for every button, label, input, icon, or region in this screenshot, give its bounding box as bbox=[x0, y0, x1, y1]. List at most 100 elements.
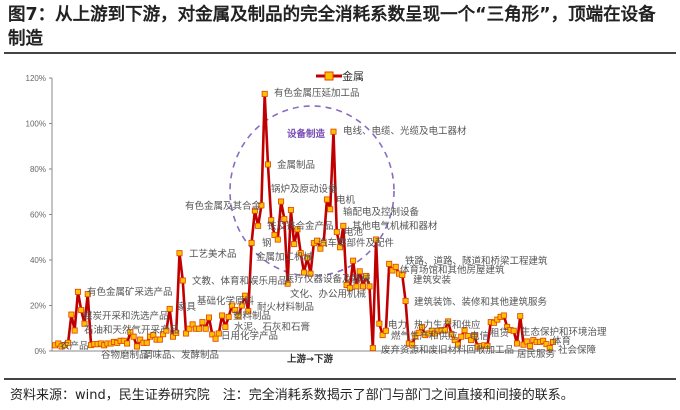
data-point bbox=[386, 260, 393, 267]
annotation-label: 热力生产和供应 bbox=[414, 320, 481, 331]
data-point bbox=[363, 272, 370, 279]
data-point bbox=[127, 329, 134, 336]
data-point bbox=[130, 333, 137, 340]
annotation-label: 基础化学原料 bbox=[197, 296, 255, 307]
data-point bbox=[271, 231, 278, 238]
annotation-label: 有色金属及其合金 bbox=[185, 201, 262, 212]
annotation-label: 调味品、发酵制品 bbox=[143, 350, 220, 361]
data-point bbox=[133, 343, 140, 350]
data-point bbox=[412, 332, 419, 339]
annotation-label: 社会保障 bbox=[558, 345, 597, 356]
data-point bbox=[235, 313, 242, 320]
data-point bbox=[441, 327, 448, 334]
data-point bbox=[369, 345, 376, 352]
data-point bbox=[225, 313, 232, 320]
data-point bbox=[373, 236, 380, 243]
data-point bbox=[150, 332, 157, 339]
annotation-label: 家具 bbox=[177, 302, 197, 313]
data-point bbox=[543, 341, 550, 348]
annotation-label: 电池 bbox=[344, 227, 364, 238]
data-point bbox=[356, 268, 363, 275]
data-point bbox=[291, 241, 298, 248]
annotation-label: 谷物磨制品 bbox=[101, 350, 149, 361]
data-point bbox=[415, 329, 422, 336]
annotation-label: 水泥、石灰和石膏 bbox=[234, 322, 311, 333]
annotation-label: 其他电气机械和器材 bbox=[352, 221, 438, 232]
data-point bbox=[264, 161, 271, 168]
annotation-label: 设备制造 bbox=[287, 129, 326, 140]
data-point bbox=[261, 90, 268, 97]
data-point bbox=[418, 323, 425, 330]
annotation-label: 生态保护和环境治理 bbox=[521, 327, 607, 338]
data-point bbox=[330, 128, 337, 135]
data-point bbox=[513, 340, 520, 347]
annotation-label: 金属加工机械 bbox=[256, 252, 314, 263]
data-point bbox=[242, 292, 249, 299]
y-tick-label: 60% bbox=[30, 211, 46, 220]
annotation-label: 石油和天然气开采产品 bbox=[84, 325, 180, 336]
annotation-label: 体育场馆和其他房屋建筑 bbox=[400, 265, 505, 276]
data-point bbox=[199, 319, 206, 326]
data-point bbox=[523, 338, 530, 345]
annotation-label: 日用化学产品 bbox=[221, 331, 279, 342]
data-point bbox=[205, 314, 212, 321]
annotation-label: 农产品 bbox=[60, 341, 89, 352]
data-point bbox=[500, 312, 507, 319]
annotation-label: 电力 bbox=[388, 320, 408, 331]
data-point bbox=[491, 319, 498, 326]
data-point bbox=[504, 323, 511, 330]
data-point bbox=[527, 342, 534, 349]
data-point bbox=[186, 325, 193, 332]
data-point bbox=[173, 329, 180, 336]
data-point bbox=[169, 333, 176, 340]
annotation-label: 锅炉及原动设备 bbox=[271, 184, 338, 195]
data-point bbox=[166, 305, 173, 312]
data-point bbox=[451, 337, 458, 344]
legend-label: 金属 bbox=[342, 70, 364, 83]
data-point bbox=[274, 236, 281, 243]
annotation-label: 居民服务 bbox=[517, 349, 556, 360]
data-point bbox=[245, 308, 252, 315]
figure-title: 图7：从上游到下游，对金属及制品的完全消耗系数呈现一个“三角形”，顶端在设备制造 bbox=[8, 5, 656, 49]
data-point bbox=[304, 254, 311, 261]
footer-divider bbox=[4, 378, 676, 380]
data-point bbox=[222, 323, 229, 330]
data-point bbox=[484, 342, 491, 349]
data-point bbox=[156, 336, 163, 343]
data-point bbox=[74, 288, 81, 295]
data-point bbox=[409, 341, 416, 348]
data-point bbox=[71, 327, 78, 334]
data-point bbox=[454, 341, 461, 348]
data-point bbox=[163, 327, 170, 334]
source-note: 资料来源：wind，民生证券研究院 注：完全消耗系数揭示了部门与部门之间直接和间… bbox=[10, 388, 574, 403]
data-point bbox=[402, 297, 409, 304]
data-point bbox=[346, 284, 353, 291]
data-point bbox=[238, 302, 245, 309]
data-point bbox=[327, 206, 334, 213]
data-point bbox=[392, 263, 399, 270]
data-point bbox=[323, 196, 330, 203]
data-point bbox=[251, 207, 258, 214]
annotation-label: 汽车零部件及配件 bbox=[318, 238, 395, 249]
annotation-label: 电信 bbox=[470, 331, 490, 342]
data-point bbox=[458, 333, 465, 340]
data-point bbox=[389, 267, 396, 274]
y-tick-label: 0% bbox=[34, 347, 46, 356]
data-point bbox=[376, 320, 383, 327]
data-point bbox=[468, 337, 475, 344]
annotation-label: 输配电及控制设备 bbox=[343, 207, 420, 218]
data-point bbox=[399, 272, 406, 279]
data-point bbox=[517, 313, 524, 320]
data-point bbox=[160, 331, 167, 338]
data-point bbox=[461, 327, 468, 334]
annotation-label: 建筑装饰、装修和其他建筑服务 bbox=[414, 297, 548, 308]
y-tick-label: 20% bbox=[30, 302, 46, 311]
annotation-label: 铁路、道路、隧道和桥梁工程建筑 bbox=[405, 256, 548, 267]
data-point bbox=[189, 321, 196, 328]
annotation-label: 煤炭开采和洗选产品 bbox=[83, 311, 169, 322]
equipment-manufacturing-circle bbox=[229, 105, 395, 277]
data-point bbox=[471, 332, 478, 339]
data-point bbox=[255, 222, 262, 229]
annotation-label: 有色金属压延加工品 bbox=[274, 88, 360, 99]
